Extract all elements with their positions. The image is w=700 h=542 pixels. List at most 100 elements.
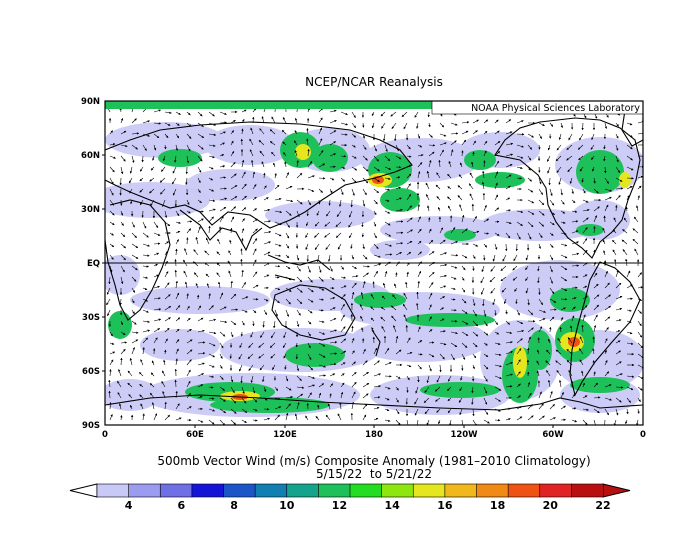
wind-vector xyxy=(494,220,500,223)
colorbar-tick-label: 12 xyxy=(332,499,347,512)
wind-vector xyxy=(130,199,133,205)
wind-vector xyxy=(425,182,430,190)
anomaly-core xyxy=(405,313,495,327)
wind-vector xyxy=(186,210,191,214)
wind-vector xyxy=(274,298,280,304)
anomaly-patch xyxy=(185,169,275,201)
wind-vector xyxy=(228,250,232,256)
wind-vector xyxy=(603,215,606,223)
wind-vector xyxy=(604,188,612,192)
wind-vector xyxy=(263,208,271,212)
wind-vector xyxy=(131,320,137,325)
wind-vector xyxy=(615,270,619,278)
wind-vector xyxy=(527,309,534,315)
wind-vector xyxy=(362,133,365,139)
wind-vector xyxy=(296,172,303,179)
wind-vector xyxy=(230,206,237,212)
anomaly-peak xyxy=(619,172,631,188)
wind-vector xyxy=(172,177,177,185)
wind-vector xyxy=(450,140,457,146)
wind-vector xyxy=(516,120,524,124)
lon-label: 180 xyxy=(365,430,383,440)
wind-vector xyxy=(549,188,553,197)
wind-vector xyxy=(560,232,567,235)
wind-vector xyxy=(193,249,199,256)
wind-vector xyxy=(482,298,485,307)
wind-vector xyxy=(131,144,138,150)
wind-vector xyxy=(329,130,337,135)
wind-vector xyxy=(153,144,157,151)
wind-vector xyxy=(406,205,412,212)
wind-vector xyxy=(626,309,632,312)
lon-label: 0 xyxy=(102,430,108,440)
wind-vector xyxy=(505,142,514,146)
eurasia-coast xyxy=(105,121,413,229)
wind-vector xyxy=(172,188,177,196)
wind-vector xyxy=(626,166,634,171)
wind-vector xyxy=(590,144,595,150)
wind-vector xyxy=(329,276,335,280)
wind-vector xyxy=(632,238,639,245)
wind-vector xyxy=(274,254,281,257)
wind-vector xyxy=(560,307,566,311)
anomaly-patch xyxy=(205,125,295,165)
wind-vector xyxy=(296,210,300,218)
wind-vector xyxy=(186,122,192,127)
wind-vector xyxy=(593,206,600,212)
wind-vector xyxy=(318,309,324,312)
wind-vector xyxy=(560,276,568,282)
wind-vector xyxy=(384,166,392,170)
colorbar-right-arrow xyxy=(602,483,631,498)
wind-vector xyxy=(395,197,402,201)
wind-vector xyxy=(439,122,445,128)
wind-vector xyxy=(549,276,553,284)
wind-vector xyxy=(142,243,150,247)
wind-vector xyxy=(208,188,215,192)
wind-vector xyxy=(195,283,199,289)
wind-vector xyxy=(296,320,300,327)
wind-vector xyxy=(230,280,233,289)
wind-vector xyxy=(197,155,203,162)
wind-vector xyxy=(406,251,412,256)
wind-vector xyxy=(472,265,475,271)
wind-vector xyxy=(505,153,514,157)
wind-vector xyxy=(621,239,628,245)
new-zealand-coast xyxy=(371,329,381,357)
wind-vector xyxy=(324,232,331,238)
wind-vector xyxy=(505,185,511,190)
lat-label: 30N xyxy=(81,205,100,215)
colorbar-swatch xyxy=(412,483,446,498)
wind-vector xyxy=(164,306,172,311)
wind-vector xyxy=(472,151,475,157)
wind-vector xyxy=(208,122,217,126)
wind-vector xyxy=(571,264,580,267)
wind-vector xyxy=(259,128,265,135)
wind-vector xyxy=(472,320,478,327)
wind-vector xyxy=(241,269,244,278)
wind-vector xyxy=(230,150,235,157)
wind-vector xyxy=(340,285,347,289)
wind-vector xyxy=(269,129,276,135)
wind-vector xyxy=(131,287,136,293)
wind-vector xyxy=(436,196,441,201)
wind-vector xyxy=(109,221,115,226)
wind-vector xyxy=(414,111,419,118)
wind-vector xyxy=(556,144,562,151)
colorbar-swatch xyxy=(159,483,193,498)
wind-vector xyxy=(340,111,348,115)
wind-vector xyxy=(571,230,579,234)
wind-vector xyxy=(340,122,348,126)
wind-vector xyxy=(142,320,150,323)
wind-vector xyxy=(351,155,357,159)
wind-vector xyxy=(461,254,468,259)
wind-vector xyxy=(119,298,122,306)
wind-vector xyxy=(515,298,518,305)
wind-vector xyxy=(637,185,642,190)
wind-vector xyxy=(406,173,412,179)
wind-vector xyxy=(139,166,144,172)
coastlines xyxy=(105,107,643,411)
wind-vector xyxy=(186,111,191,116)
wind-vector xyxy=(416,291,419,300)
wind-vector xyxy=(472,254,476,260)
wind-vector xyxy=(230,320,237,325)
